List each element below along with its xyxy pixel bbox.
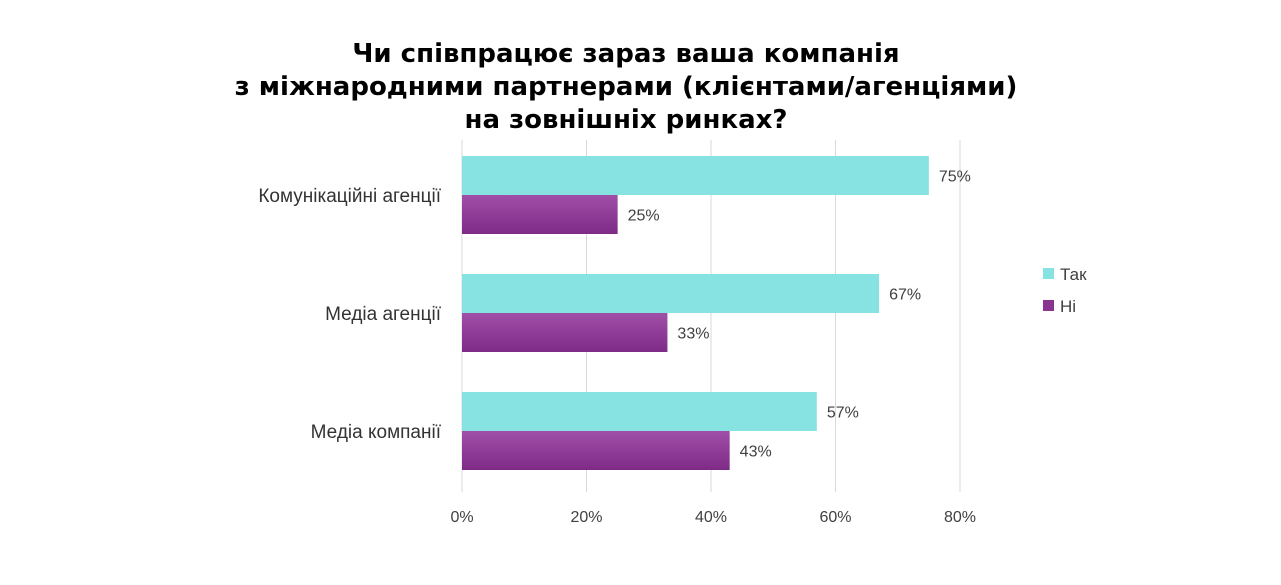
legend-swatch (1043, 300, 1054, 311)
bar-tak (462, 274, 880, 313)
bar-ni (462, 195, 618, 234)
x-tick-label: 60% (819, 509, 851, 526)
data-label: 75% (939, 169, 971, 186)
x-tick-label: 80% (944, 509, 976, 526)
chart-title-line-1: Чи співпрацює зараз ваша компанія (352, 39, 900, 69)
legend: Так Ні (1043, 265, 1087, 316)
x-tick-label: 20% (570, 509, 602, 526)
category-label: Медіа компанії (311, 422, 442, 443)
bar-tak (462, 392, 817, 431)
bar-tak (462, 156, 929, 195)
legend-label: Ні (1060, 297, 1076, 316)
x-tick-label: 40% (695, 509, 727, 526)
bar-ni (462, 431, 730, 470)
data-label: 33% (677, 326, 709, 343)
data-label: 25% (628, 208, 660, 225)
legend-swatch (1043, 268, 1054, 279)
data-label: 67% (889, 287, 921, 304)
chart-title-line-2: з міжнародними партнерами (клієнтами/аге… (234, 72, 1018, 102)
category-label: Медіа агенції (325, 304, 442, 325)
labels: 0% 20% 40% 60% 80% Комунікаційні агенції 75% 25… (258, 169, 976, 527)
data-label: 43% (740, 444, 772, 461)
chart-title: Чи співпрацює зараз ваша компанія з міжн… (0, 38, 1252, 137)
chart-title-line-3: на зовнішніх ринках? (464, 105, 788, 135)
legend-label: Так (1060, 265, 1087, 284)
data-label: 57% (827, 405, 859, 422)
x-tick-label: 0% (450, 509, 473, 526)
category-label: Комунікаційні агенції (258, 186, 441, 207)
bars (462, 156, 929, 470)
bar-ni (462, 313, 668, 352)
